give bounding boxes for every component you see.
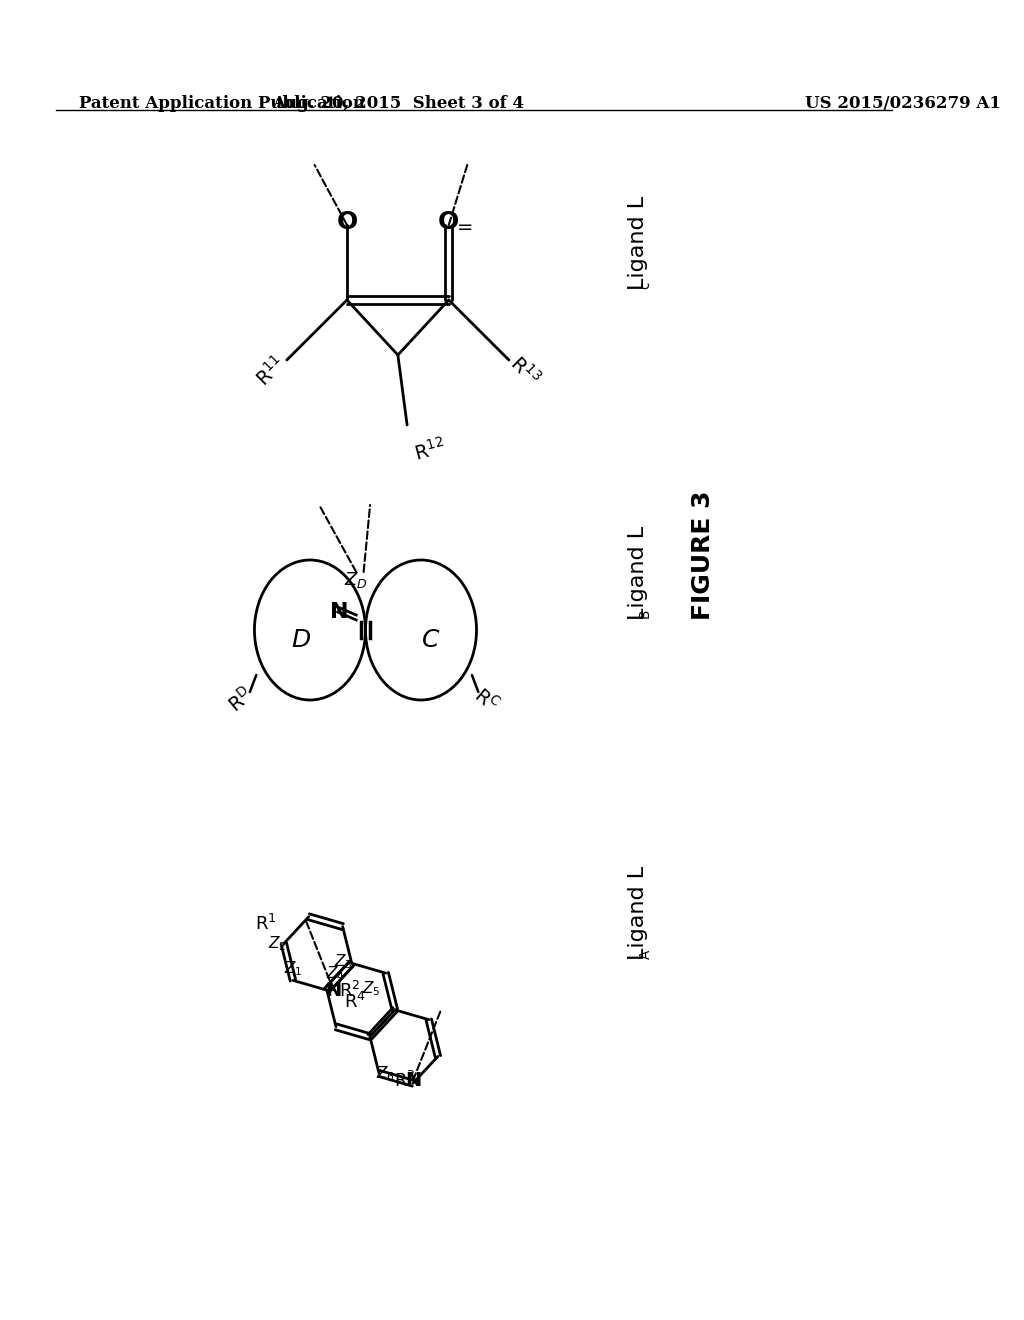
- Text: $\mathregular{Z_D}$: $\mathregular{Z_D}$: [344, 570, 369, 590]
- Text: Aug. 20, 2015  Sheet 3 of 4: Aug. 20, 2015 Sheet 3 of 4: [271, 95, 524, 112]
- Text: $\mathregular{R^{13}}$: $\mathregular{R^{13}}$: [506, 352, 544, 391]
- Text: $\mathregular{_A}$: $\mathregular{_A}$: [634, 949, 652, 960]
- Text: Ligand L: Ligand L: [629, 195, 648, 290]
- Text: =: =: [457, 218, 474, 236]
- Text: $Z_6$: $Z_6$: [376, 1064, 395, 1082]
- Text: C: C: [422, 628, 439, 652]
- Text: Patent Application Publication: Patent Application Publication: [79, 95, 365, 112]
- Text: O: O: [336, 210, 357, 234]
- Text: $\mathregular{_c}$: $\mathregular{_c}$: [634, 281, 652, 290]
- Text: $\mathregular{R^C}$: $\mathregular{R^C}$: [469, 684, 502, 717]
- Text: $\mathregular{R^{12}}$: $\mathregular{R^{12}}$: [412, 436, 449, 465]
- Text: O: O: [438, 210, 460, 234]
- Text: N: N: [331, 602, 349, 622]
- Text: US 2015/0236279 A1: US 2015/0236279 A1: [805, 95, 1000, 112]
- Text: N: N: [404, 1071, 421, 1090]
- Text: $Z_1$: $Z_1$: [284, 960, 302, 978]
- Text: Ligand L: Ligand L: [629, 866, 648, 960]
- Text: D: D: [291, 628, 310, 652]
- Text: $\mathregular{_B}$: $\mathregular{_B}$: [634, 610, 652, 620]
- Text: $\mathregular{R^1}$: $\mathregular{R^1}$: [255, 913, 276, 933]
- Text: $\mathregular{R^D}$: $\mathregular{R^D}$: [224, 684, 257, 717]
- Text: $\mathregular{R^{11}}$: $\mathregular{R^{11}}$: [252, 352, 290, 391]
- Text: $\mathregular{R^4}$: $\mathregular{R^4}$: [344, 993, 366, 1012]
- Text: FIGURE 3: FIGURE 3: [691, 491, 715, 620]
- Text: $\mathregular{R^2}$: $\mathregular{R^2}$: [339, 981, 360, 1001]
- Text: N: N: [326, 981, 342, 999]
- Text: $Z_2$: $Z_2$: [268, 935, 287, 953]
- Text: $Z_5$: $Z_5$: [362, 979, 381, 998]
- Text: $\mathregular{R^3}$: $\mathregular{R^3}$: [394, 1071, 416, 1090]
- Text: Ligand L: Ligand L: [629, 525, 648, 620]
- Text: $Z_3$: $Z_3$: [334, 952, 352, 970]
- Text: $Z_4$: $Z_4$: [326, 965, 345, 983]
